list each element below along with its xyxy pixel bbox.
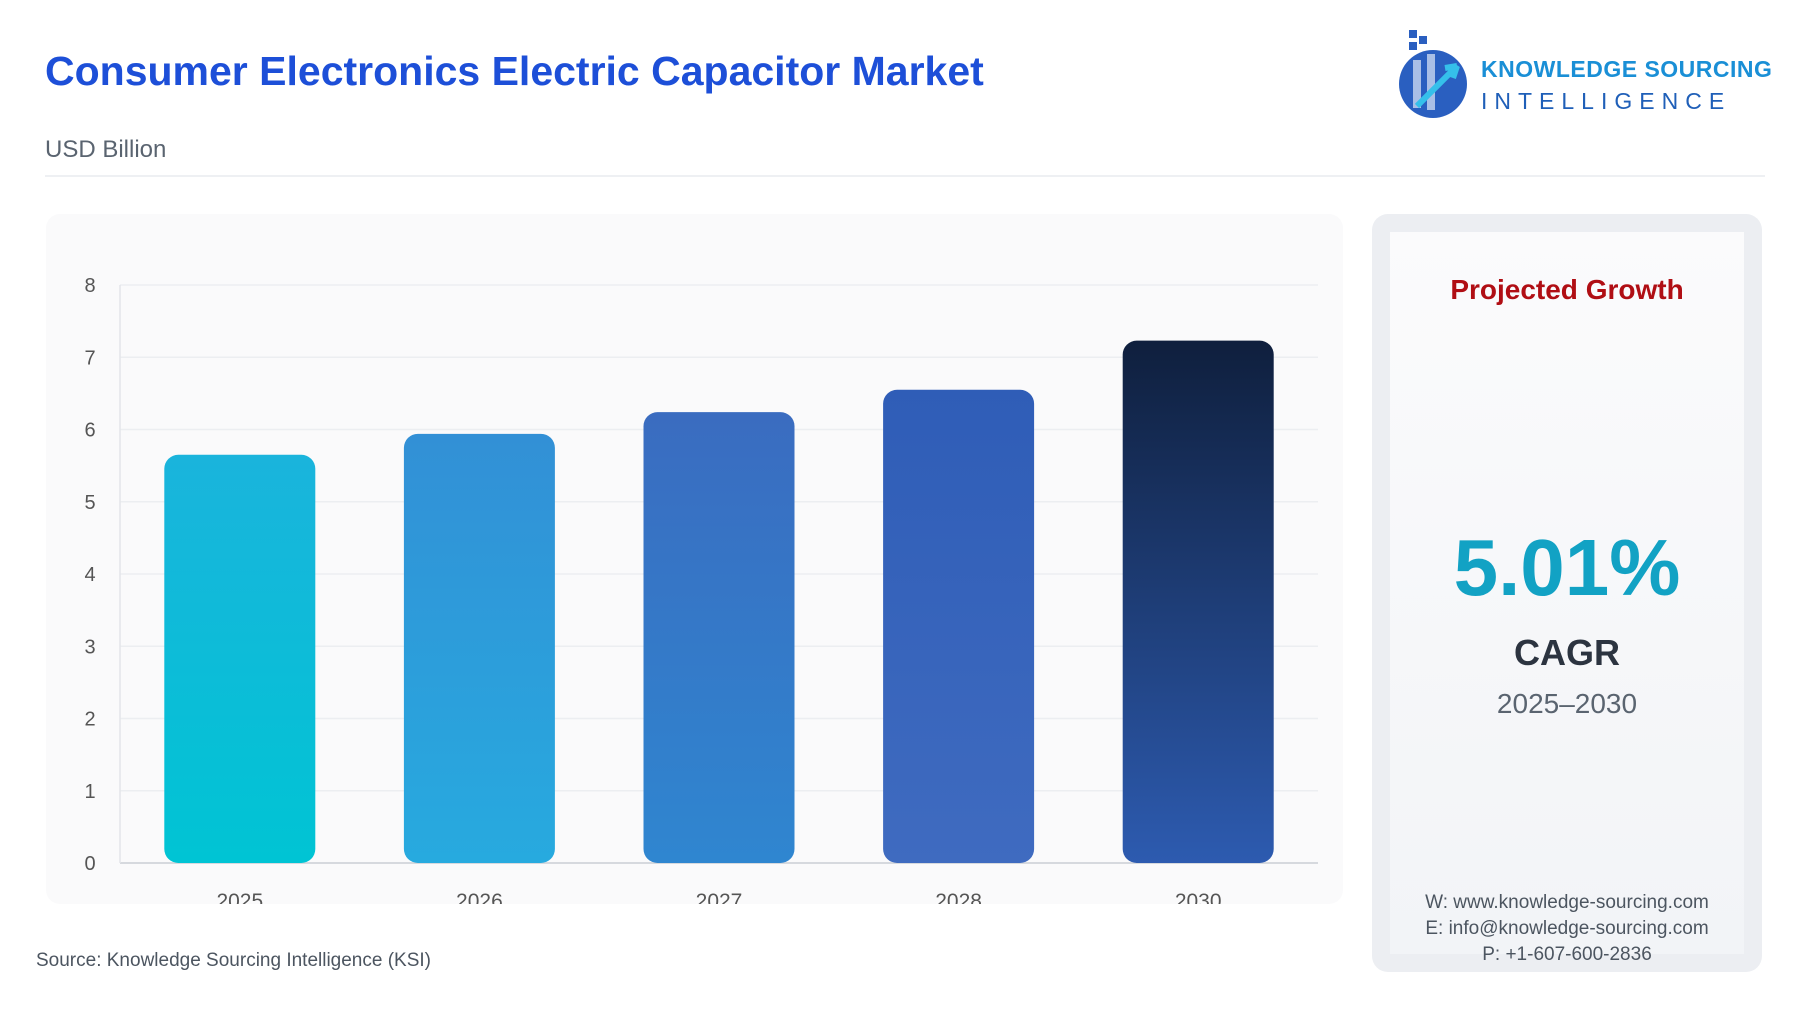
bar-2026 [403,433,555,863]
y-tick-label: 1 [84,781,95,803]
contact-phone: P: +1-607-600-2836 [1482,944,1652,965]
x-tick-label: 2028 [935,890,982,904]
unit-label: USD Billion [45,136,167,163]
x-tick-label: 2026 [456,890,503,904]
y-tick-label: 4 [84,564,95,586]
cagr-label: CAGR [1514,632,1620,673]
y-tick-label: 3 [84,636,95,658]
bar-2025 [164,454,316,863]
bar-2030 [1122,340,1274,863]
contact-email[interactable]: E: info@knowledge-sourcing.com [1425,918,1709,939]
y-tick-label: 5 [84,492,95,514]
y-tick-label: 0 [84,853,95,875]
x-tick-label: 2030 [1175,890,1222,904]
source-note: Source: Knowledge Sourcing Intelligence … [36,950,432,971]
bar-2028 [883,389,1035,863]
cagr-period: 2025–2030 [1496,688,1638,719]
bar-chart: 0 1 2 3 4 5 6 7 8 2025 2026 2027 2028 2030 [84,275,1318,904]
logo-globe-icon [1399,30,1467,118]
divider [45,175,1765,177]
logo-text-line2: INTELLIGENCE [1481,88,1732,114]
page-title: Consumer Electronics Electric Capacitor … [45,48,984,94]
bar-2027 [643,412,795,863]
y-tick-label: 8 [84,275,95,297]
chart-card: 0 1 2 3 4 5 6 7 8 2025 2026 2027 2028 2030 [46,214,1343,904]
x-tick-label: 2027 [696,890,743,904]
x-tick-label: 2025 [216,890,263,904]
growth-heading: Projected Growth [1450,274,1684,305]
y-tick-label: 7 [84,347,95,369]
y-tick-label: 6 [84,420,95,442]
growth-card: Projected Growth 5.01% CAGR 2025–2030 W:… [1372,214,1762,972]
contact-website[interactable]: W: www.knowledge-sourcing.com [1425,892,1709,913]
logo: KNOWLEDGE SOURCING INTELLIGENCE [1395,26,1795,122]
cagr-value: 5.01% [1453,523,1681,612]
logo-text-line1: KNOWLEDGE SOURCING [1481,56,1773,82]
y-tick-label: 2 [84,709,95,731]
